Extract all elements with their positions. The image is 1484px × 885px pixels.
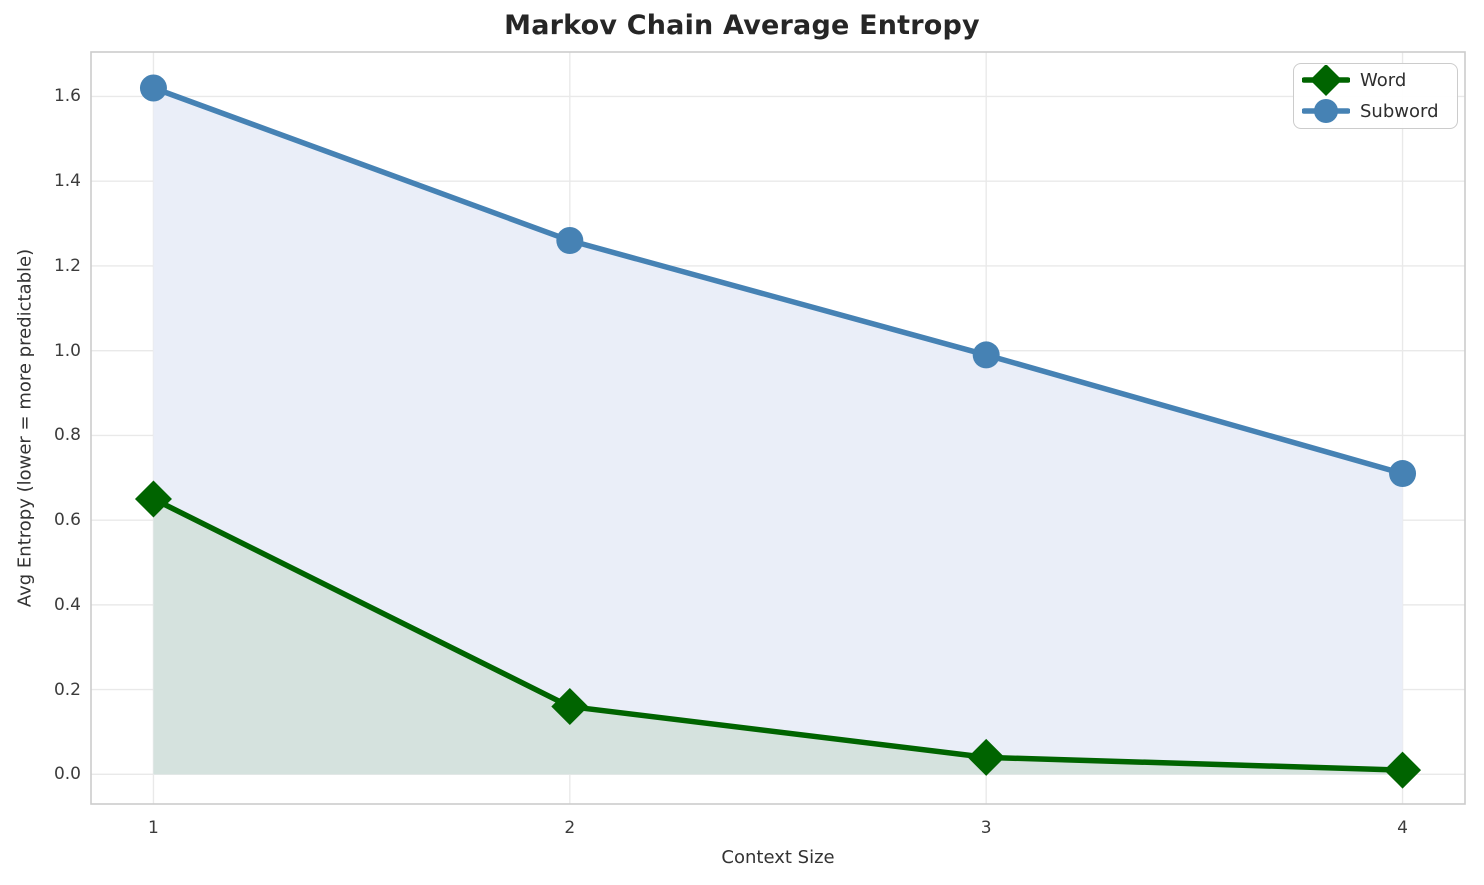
x-tick-label: 4 — [1397, 818, 1408, 838]
y-tick-label: 0.4 — [53, 594, 81, 615]
legend-label: Word — [1360, 70, 1407, 91]
legend-label: Subword — [1360, 101, 1439, 122]
x-tick-label: 3 — [980, 818, 992, 838]
y-tick-label: 1.6 — [53, 86, 81, 107]
x-axis-label: Context Size — [721, 847, 835, 868]
legend-marker-diamond-icon — [1302, 65, 1350, 96]
y-tick-label: 0.8 — [53, 425, 81, 446]
chart-title: Markov Chain Average Entropy — [504, 10, 980, 41]
legend-item-word: Word — [1302, 65, 1449, 96]
x-tick-label: 1 — [148, 818, 159, 838]
y-tick-label: 0.6 — [53, 510, 81, 531]
y-tick-label: 1.2 — [53, 255, 81, 276]
x-tick-label: 2 — [564, 818, 576, 838]
y-tick-label: 0.2 — [53, 679, 81, 700]
y-tick-label: 1.0 — [53, 340, 81, 361]
legend-marker-circle-icon — [1302, 99, 1350, 123]
legend: Word Subword — [1293, 63, 1458, 129]
legend-item-subword: Subword — [1302, 96, 1449, 127]
y-tick-label: 1.4 — [53, 171, 81, 192]
y-tick-label: 0.0 — [53, 764, 81, 785]
